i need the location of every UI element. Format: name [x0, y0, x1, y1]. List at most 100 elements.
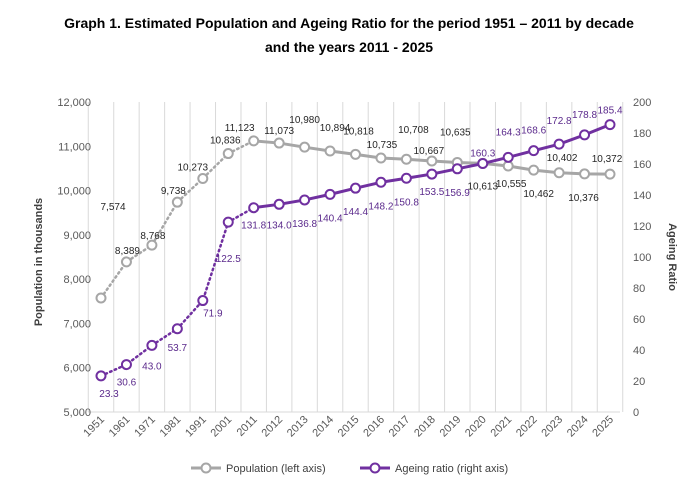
legend-item-population: Population (left axis) — [191, 462, 326, 475]
ageing-ratio-point — [146, 339, 158, 351]
left-axis-ticks: 5,000 6,000 7,000 8,000 9,000 10,000 11,000 12,… — [57, 97, 91, 419]
x-axis-ticks: 1951 1961 1971 1981 1991 2001 2011 2012 2013 2014… — [81, 414, 616, 440]
right-axis-tick-label: 20 — [633, 376, 645, 388]
x-axis-tick-label: 2020 — [463, 414, 489, 440]
x-axis-tick-label: 2018 — [412, 414, 438, 440]
ageing-ratio-data-label: 156.9 — [445, 188, 470, 199]
left-axis-tick-label: 5,000 — [63, 407, 91, 419]
right-axis-tick-label: 120 — [633, 221, 651, 233]
ageing-ratio-point — [248, 202, 260, 214]
legend-label-population: Population (left axis) — [226, 463, 326, 475]
population-point — [579, 168, 591, 180]
ageing-ratio-data-label: 153.5 — [419, 187, 444, 198]
ageing-ratio-point — [451, 163, 463, 175]
right-axis-tick-label: 0 — [633, 407, 639, 419]
right-axis-tick-label: 180 — [633, 128, 651, 140]
population-point — [120, 256, 132, 268]
x-axis-tick-label: 2022 — [514, 414, 540, 440]
ageing-ratio-point — [197, 295, 209, 307]
x-axis-tick-label: 2025 — [590, 414, 616, 440]
right-axis-tick-label: 80 — [633, 283, 645, 295]
population-data-label: 7,574 — [100, 202, 125, 213]
right-axis-tick-label: 40 — [633, 345, 645, 357]
ageing-ratio-point — [273, 198, 285, 210]
population-point — [375, 152, 387, 164]
left-axis-tick-label: 10,000 — [57, 186, 91, 198]
population-data-label: 10,462 — [523, 189, 554, 200]
right-axis-label: Ageing Ratio — [666, 223, 678, 291]
x-axis-tick-label: 2013 — [285, 414, 311, 440]
population-data-label: 10,376 — [568, 193, 599, 204]
ageing-ratio-data-label: 150.8 — [394, 197, 419, 208]
ageing-ratio-data-label: 164.3 — [496, 127, 521, 138]
x-axis-tick-label: 2015 — [336, 414, 362, 440]
population-point — [324, 145, 336, 157]
ageing-ratio-point — [95, 370, 107, 382]
ageing-ratio-data-label: 168.6 — [521, 126, 546, 137]
population-point — [197, 172, 209, 184]
population-data-label: 10,372 — [592, 154, 623, 165]
ageing-ratio-data-label: 71.9 — [203, 309, 223, 320]
population-data-label: 10,402 — [547, 153, 578, 164]
x-axis-tick-label: 2024 — [565, 414, 591, 440]
right-axis-tick-label: 160 — [633, 159, 651, 171]
population-point — [146, 239, 158, 251]
population-data-label: 8,389 — [115, 246, 140, 257]
population-data-label: 10,735 — [367, 140, 398, 151]
right-axis-ticks: 0 20 40 60 80 100 120 140 160 180 200 — [633, 97, 651, 419]
ageing-ratio-data-label: 144.4 — [343, 207, 368, 218]
right-axis-tick-label: 200 — [633, 97, 651, 109]
ageing-ratio-series — [95, 119, 616, 382]
legend-item-ageing-ratio: Ageing ratio (right axis) — [360, 462, 508, 475]
population-data-label: 11,073 — [264, 126, 294, 137]
population-point — [222, 148, 234, 160]
left-axis-tick-label: 6,000 — [63, 363, 91, 375]
x-axis-tick-label: 2021 — [489, 414, 515, 440]
population-point — [350, 148, 361, 160]
ageing-ratio-data-label: 136.8 — [292, 219, 317, 230]
x-axis-tick-label: 2014 — [310, 414, 336, 440]
legend: Population (left axis) Ageing ratio (rig… — [191, 462, 508, 475]
ageing-ratio-data-label: 23.3 — [99, 389, 119, 400]
ageing-ratio-data-label: 148.2 — [368, 201, 393, 212]
left-axis-tick-label: 9,000 — [63, 230, 91, 242]
chart-title-line-2: and the years 2011 - 2025 — [265, 39, 433, 55]
ageing-ratio-point — [350, 182, 361, 194]
x-axis-tick-label: 2023 — [539, 414, 565, 440]
ageing-ratio-point — [222, 216, 234, 228]
ageing-ratio-data-label: 53.7 — [168, 343, 188, 354]
ageing-ratio-point — [579, 129, 591, 141]
population-point — [553, 167, 565, 179]
ageing-ratio-point — [426, 168, 438, 180]
ageing-ratio-data-label: 43.0 — [142, 361, 162, 372]
ageing-ratio-data-labels: 23.330.6 43.0 53.7 71.9 122.5 131.8 134.0 136.8… — [99, 106, 623, 400]
population-data-label: 10,708 — [398, 125, 429, 136]
left-axis-tick-label: 8,000 — [63, 274, 91, 286]
population-data-label: 10,555 — [496, 179, 527, 190]
population-data-label: 10,613 — [467, 181, 498, 192]
population-data-label: 9,738 — [161, 186, 186, 197]
legend-marker-population — [200, 462, 212, 474]
ageing-ratio-point — [477, 158, 489, 170]
ageing-ratio-data-label: 185.4 — [597, 106, 622, 117]
x-axis-tick-label: 2011 — [235, 414, 260, 439]
ageing-ratio-point — [120, 359, 132, 371]
ageing-ratio-point — [400, 172, 412, 184]
population-point — [95, 292, 107, 304]
ageing-ratio-data-label: 122.5 — [216, 254, 241, 265]
x-axis-tick-label: 1971 — [132, 414, 158, 440]
x-axis-tick-label: 1981 — [158, 414, 184, 440]
population-data-label: 10,836 — [210, 136, 241, 147]
ageing-ratio-data-label: 160.3 — [470, 149, 495, 160]
population-data-label: 8,768 — [140, 231, 165, 242]
population-data-label: 10,818 — [343, 126, 374, 137]
left-axis-tick-label: 12,000 — [57, 97, 91, 109]
left-axis-tick-label: 11,000 — [58, 141, 91, 153]
ageing-ratio-data-label: 30.6 — [117, 378, 137, 389]
population-series — [95, 135, 616, 304]
chart-title-line-1: Graph 1. Estimated Population and Ageing… — [64, 15, 634, 31]
x-axis-tick-label: 2012 — [259, 414, 285, 440]
population-data-label: 10,273 — [178, 162, 209, 173]
